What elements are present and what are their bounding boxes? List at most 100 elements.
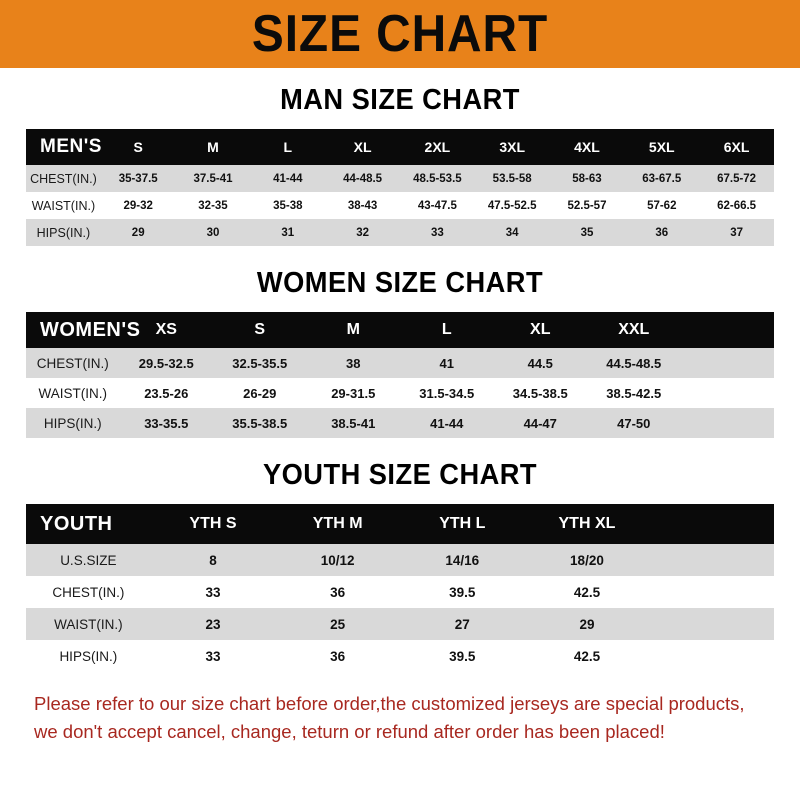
cell-measurement: 34.5-38.5	[512, 385, 568, 401]
table-row: CHEST(IN.) 33 36 39.5 42.5	[26, 576, 774, 608]
row-label: HIPS(IN.)	[36, 225, 91, 240]
cell-measurement: 43-47.5	[417, 199, 457, 212]
cell-measurement: 23.5-26	[144, 385, 189, 401]
cell-measurement: 38.5-42.5	[606, 385, 662, 401]
table-row: HIPS(IN.) 33 36 39.5 42.5	[26, 640, 774, 672]
cell-measurement: 44-48.5	[343, 172, 383, 185]
cell-measurement: 18/20	[570, 552, 604, 568]
col-header-size: XL	[353, 139, 372, 155]
cell-measurement: 32-35	[198, 199, 228, 212]
col-header-size: YTH S	[189, 515, 237, 532]
table-row: CHEST(IN.) 35-37.5 37.5-41 41-44 44-48.5…	[26, 165, 774, 192]
table-row: U.S.SIZE 8 10/12 14/16 18/20	[26, 544, 774, 576]
col-header-size: M	[346, 321, 360, 338]
cell-spacer	[681, 408, 775, 438]
table-row: HIPS(IN.) 33-35.5 35.5-38.5 38.5-41 41-4…	[26, 408, 774, 438]
cell-measurement: 47-50	[617, 415, 651, 431]
cell-measurement: 31	[281, 226, 295, 239]
col-header-size: XS	[155, 321, 177, 338]
cell-measurement: 26-29	[243, 385, 277, 401]
table-row: WAIST(IN.) 29-32 32-35 35-38 38-43 43-47…	[26, 192, 774, 219]
cell-measurement: 63-67.5	[642, 172, 682, 185]
section-title-man: MAN SIZE CHART	[280, 84, 520, 116]
col-header-size: M	[207, 139, 219, 155]
cell-measurement: 36	[330, 584, 346, 600]
col-header-size: S	[254, 321, 266, 338]
table-row: CHEST(IN.) 29.5-32.5 32.5-35.5 38 41 44.…	[26, 348, 774, 378]
cell-measurement: 38	[346, 355, 361, 371]
col-header-size: L	[441, 321, 452, 338]
cell-measurement: 42.5	[573, 648, 601, 664]
cell-measurement: 42.5	[573, 584, 601, 600]
table-header-row: MEN'S S M L XL 2XL 3XL 4XL 5XL 6XL	[26, 129, 774, 165]
col-header-size: YTH XL	[558, 515, 616, 532]
table-row: HIPS(IN.) 29 30 31 32 33 34 35 36 37	[26, 219, 774, 246]
cell-measurement: 53.5-58	[492, 172, 532, 185]
cell-measurement: 48.5-53.5	[413, 172, 462, 185]
disclaimer-line-2: we don't accept cancel, change, teturn o…	[34, 721, 665, 742]
section-title-women: WOMEN SIZE CHART	[256, 267, 544, 299]
table-women-sizes: WOMEN'S XS S M L XL XXL CHEST(IN.) 29.5-…	[26, 312, 774, 438]
cell-measurement: 35-37.5	[118, 172, 158, 185]
cell-measurement: 23	[205, 616, 221, 632]
cell-measurement: 52.5-57	[567, 199, 607, 212]
page-title: SIZE CHART	[251, 5, 549, 63]
col-header-size: YTH M	[312, 515, 363, 532]
cell-measurement: 41-44	[430, 415, 464, 431]
section-youth: YOUTH SIZE CHART YOUTH YTH S YTH M YTH L…	[26, 438, 774, 672]
cell-measurement: 44-47	[523, 415, 557, 431]
row-label: HIPS(IN.)	[59, 648, 118, 664]
cell-spacer	[649, 608, 774, 640]
row-label: U.S.SIZE	[60, 552, 117, 568]
cell-measurement: 8	[209, 552, 217, 568]
cell-measurement: 62-66.5	[717, 199, 757, 212]
cell-measurement: 36	[330, 648, 346, 664]
col-header-size: 6XL	[723, 139, 750, 155]
cell-spacer	[649, 576, 774, 608]
cell-measurement: 47.5-52.5	[487, 199, 537, 212]
row-label: CHEST(IN.)	[36, 355, 109, 371]
col-header-spacer	[681, 312, 775, 348]
cell-measurement: 32	[356, 226, 369, 239]
cell-measurement: 37.5-41	[193, 172, 233, 185]
cell-spacer	[649, 640, 774, 672]
cell-measurement: 29-32	[123, 199, 153, 212]
corner-label-womens: WOMEN'S	[40, 318, 141, 341]
cell-spacer	[681, 378, 775, 408]
col-header-spacer	[649, 504, 774, 544]
row-label: CHEST(IN.)	[52, 584, 125, 600]
cell-measurement: 38-43	[347, 199, 378, 212]
row-label: HIPS(IN.)	[43, 415, 102, 431]
cell-measurement: 44.5-48.5	[606, 355, 662, 371]
charts-container: MAN SIZE CHART MEN'S S M L XL 2XL 3XL 4X…	[0, 68, 800, 800]
table-header-row: WOMEN'S XS S M L XL XXL	[26, 312, 774, 348]
row-label: WAIST(IN.)	[31, 198, 96, 213]
cell-spacer	[649, 544, 774, 576]
section-man: MAN SIZE CHART MEN'S S M L XL 2XL 3XL 4X…	[26, 68, 774, 246]
col-header-size: XL	[530, 321, 551, 338]
cell-measurement: 67.5-72	[717, 172, 757, 185]
table-row: WAIST(IN.) 23.5-26 26-29 29-31.5 31.5-34…	[26, 378, 774, 408]
cell-measurement: 39.5	[449, 584, 476, 600]
corner-label-youth: YOUTH	[40, 512, 113, 535]
cell-spacer	[681, 348, 775, 378]
cell-measurement: 39.5	[449, 648, 476, 664]
cell-measurement: 34	[505, 226, 519, 239]
cell-measurement: 32.5-35.5	[232, 355, 288, 371]
cell-measurement: 35-38	[273, 199, 303, 212]
cell-measurement: 38.5-41	[331, 415, 376, 431]
cell-measurement: 44.5	[527, 355, 553, 371]
table-row: WAIST(IN.) 23 25 27 29	[26, 608, 774, 640]
table-man-sizes: MEN'S S M L XL 2XL 3XL 4XL 5XL 6XL CHEST…	[26, 129, 774, 246]
row-label: WAIST(IN.)	[54, 616, 123, 632]
table-women-body: WOMEN'S XS S M L XL XXL CHEST(IN.) 29.5-…	[26, 312, 774, 438]
disclaimer-line-1: Please refer to our size chart before or…	[34, 693, 745, 714]
col-header-size: XXL	[618, 321, 650, 338]
table-youth-sizes: YOUTH YTH S YTH M YTH L YTH XL U.S.SIZE …	[26, 504, 774, 672]
corner-label-mens: MEN'S	[40, 136, 102, 157]
cell-measurement: 31.5-34.5	[419, 385, 475, 401]
section-title-youth: YOUTH SIZE CHART	[262, 459, 538, 491]
cell-measurement: 10/12	[320, 552, 355, 568]
cell-measurement: 30	[206, 226, 220, 239]
col-header-size: 5XL	[648, 139, 675, 155]
